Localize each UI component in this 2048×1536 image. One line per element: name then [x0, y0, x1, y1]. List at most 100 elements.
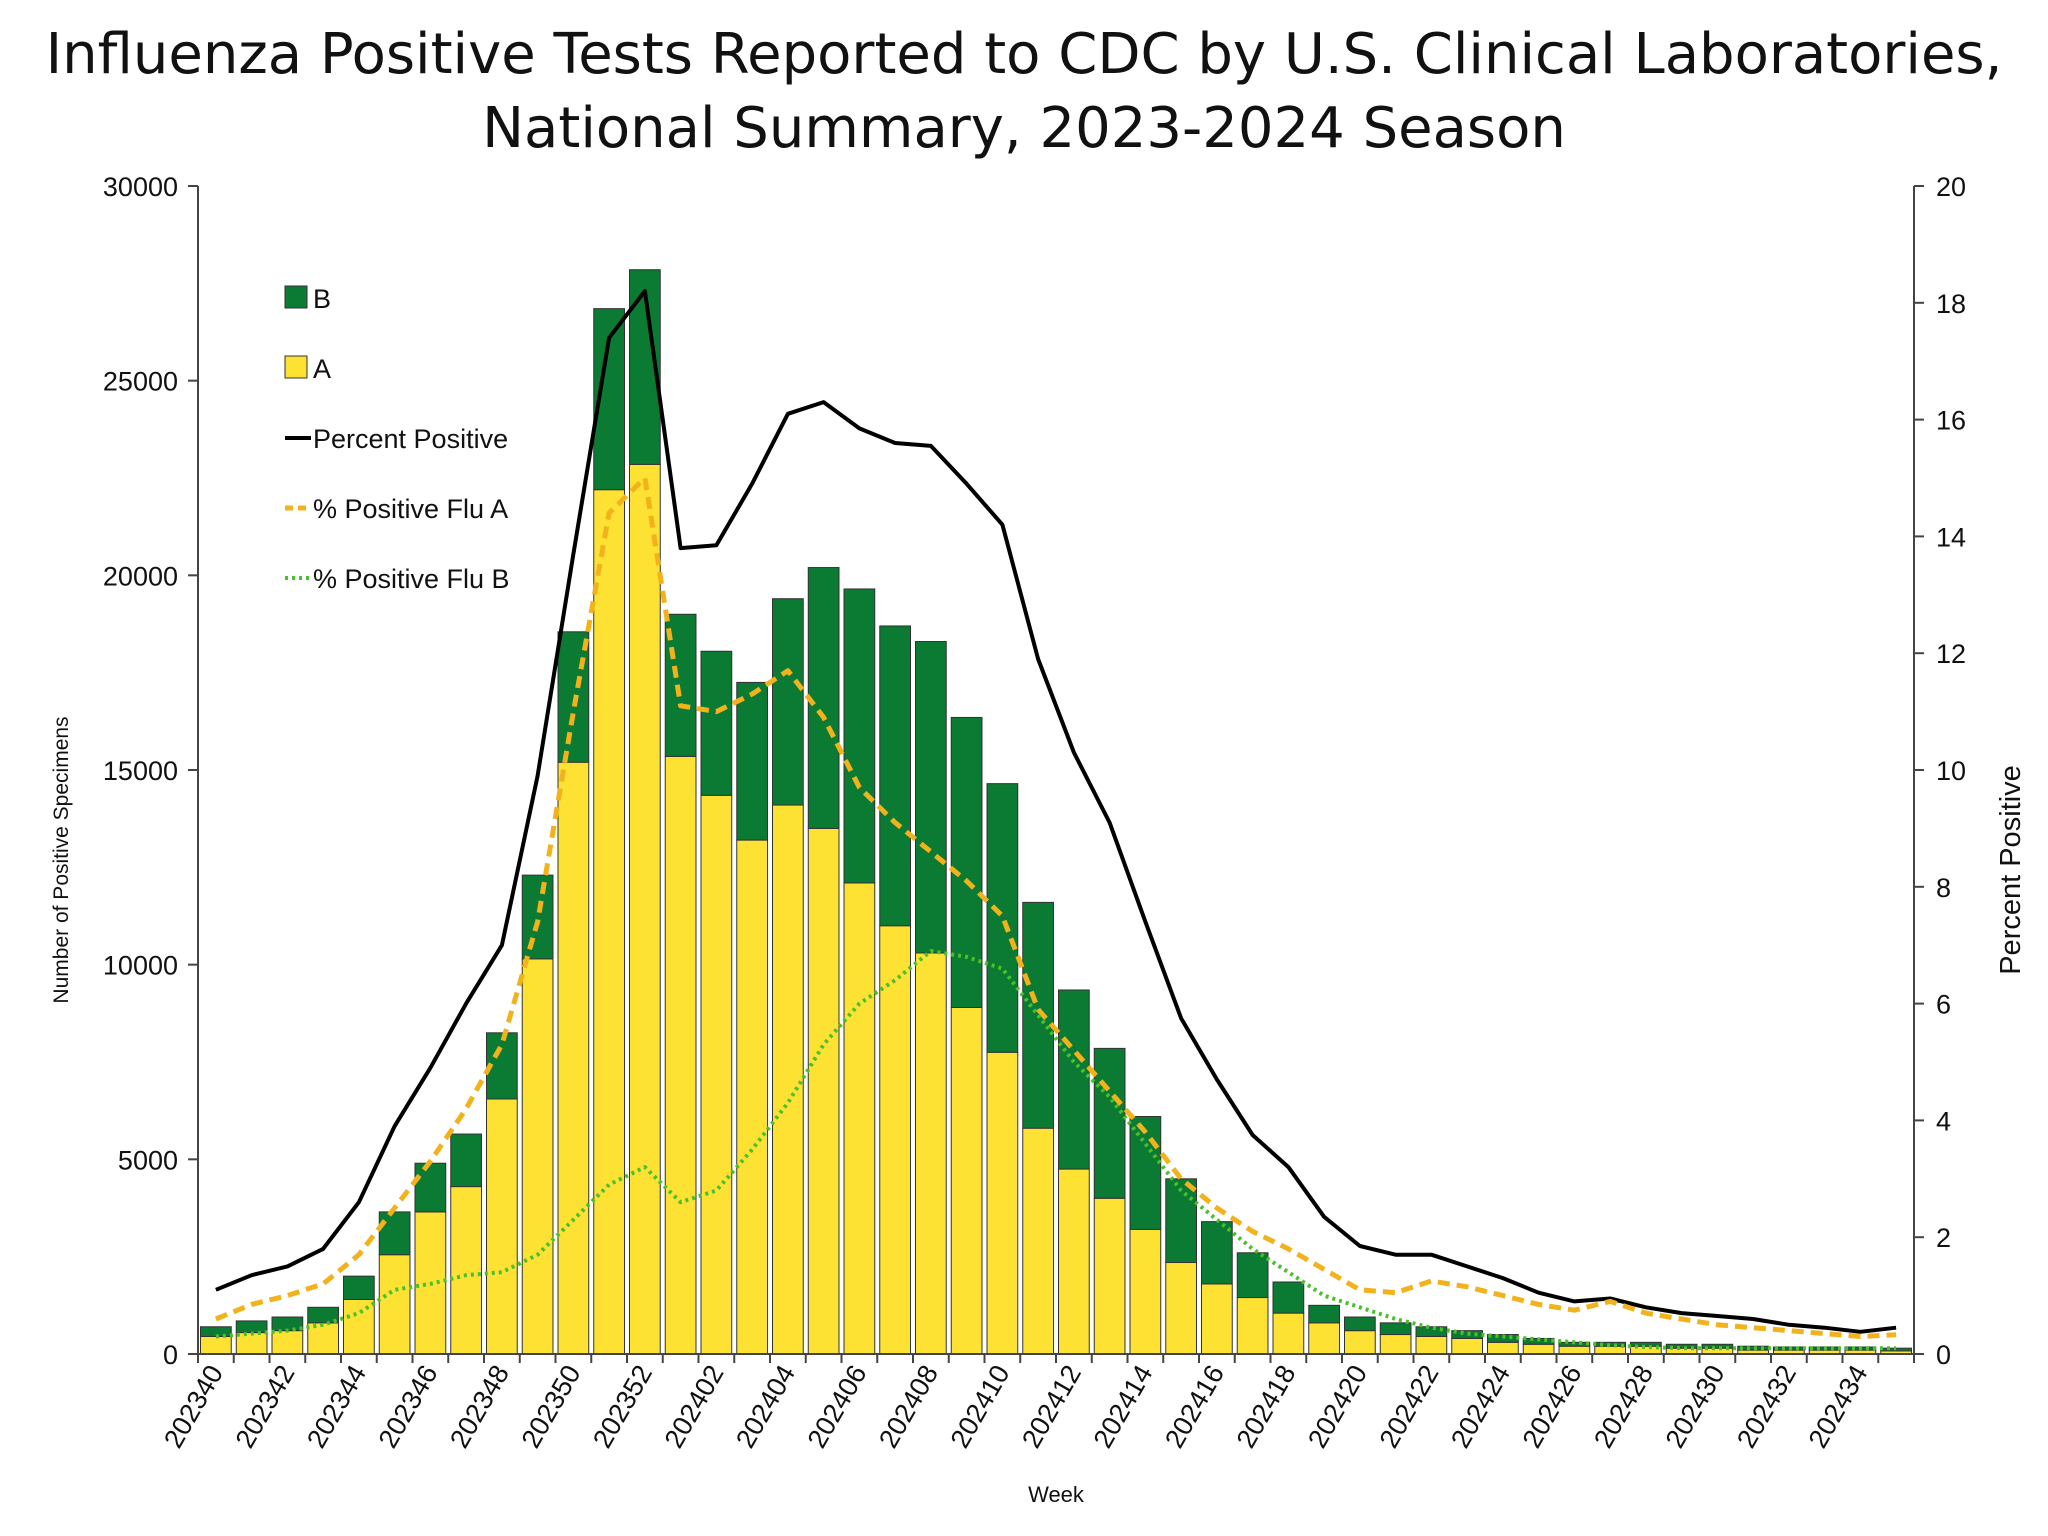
x-tick-label: 202416: [1159, 1360, 1230, 1453]
bar-a-202410: [986, 1051, 1019, 1355]
y-right-tick-label: 10: [1936, 756, 1966, 786]
bar-b-202414: [1129, 1116, 1162, 1230]
bar-b-202432: [1773, 1346, 1805, 1351]
y-left-tick-label: 10000: [103, 951, 178, 981]
bar-b-202343: [307, 1306, 339, 1324]
bar-a-202417: [1236, 1297, 1269, 1355]
y-right-tick-label: 14: [1936, 522, 1966, 552]
y-axis-left-title: Number of Positive Specimens: [50, 716, 73, 1003]
bar-a-202409: [950, 1006, 983, 1355]
bar-b-202408: [915, 641, 947, 954]
bar-a-202421: [1379, 1334, 1412, 1355]
line-pct-flu-a: [214, 475, 1897, 1339]
bar-b-202435: [1880, 1347, 1912, 1352]
y-right-tick-label: 20: [1936, 172, 1966, 202]
x-tick-label: 202352: [587, 1360, 658, 1453]
line-percent-positive: [215, 289, 1897, 1334]
legend-label-b: B: [313, 284, 331, 314]
bar-b-202427: [1594, 1341, 1626, 1347]
bar-a-202415: [1165, 1262, 1197, 1355]
bar-a-202414: [1129, 1228, 1162, 1355]
y-right-tick-label: 4: [1936, 1106, 1951, 1136]
bar-a-202349: [521, 958, 554, 1355]
bar-a-202407: [879, 925, 911, 1355]
y-left-tick-label: 30000: [103, 172, 178, 202]
bar-a-202347: [450, 1186, 482, 1355]
bar-a-202412: [1058, 1168, 1090, 1355]
legend-swatch-b: [284, 285, 308, 309]
y-axis-right-title: Percent Positive: [1995, 765, 2027, 975]
bar-a-202406: [843, 882, 876, 1355]
x-tick-label: 202408: [873, 1360, 944, 1453]
legend-label-percent-positive: Percent Positive: [313, 424, 508, 454]
legend: B A Percent Positive % Positive Flu A % Posi…: [284, 284, 510, 594]
bar-b-202350: [557, 631, 590, 763]
bar-a-202423: [1451, 1337, 1483, 1355]
lines-layer: [214, 289, 1897, 1351]
bar-b-202413: [1093, 1047, 1126, 1199]
y-right-tick-label: 18: [1936, 289, 1966, 319]
x-tick-label: 202402: [659, 1360, 730, 1453]
bar-b-202418: [1272, 1281, 1305, 1314]
legend-label-pct-flu-a: % Positive Flu A: [313, 494, 508, 524]
bar-a-202404: [772, 804, 804, 1355]
x-tick-label: 202430: [1660, 1360, 1731, 1453]
bar-a-202411: [1022, 1127, 1054, 1355]
bar-b-202430: [1701, 1343, 1734, 1349]
x-tick-label: 202428: [1588, 1360, 1659, 1453]
bar-b-202340: [200, 1326, 232, 1337]
x-tick-label: 202350: [516, 1360, 587, 1453]
bar-b-202347: [450, 1133, 482, 1188]
y-left-tick-label: 0: [163, 1340, 178, 1370]
x-tick-label: 202346: [373, 1360, 444, 1453]
bar-b-202341: [235, 1320, 268, 1334]
bar-a-202408: [915, 952, 947, 1355]
bar-a-202413: [1093, 1197, 1126, 1355]
bar-b-202403: [736, 681, 768, 841]
bar-b-202407: [879, 625, 911, 927]
y-right-tick-label: 16: [1936, 406, 1966, 436]
bar-b-202409: [950, 716, 983, 1008]
line-pct-flu-b: [215, 949, 1897, 1351]
x-tick-label: 202420: [1302, 1360, 1373, 1453]
legend-label-pct-flu-b: % Positive Flu B: [313, 564, 510, 594]
bar-a-202350: [557, 761, 590, 1355]
x-axis-title: Week: [1028, 1482, 1085, 1507]
bar-a-202405: [807, 827, 840, 1355]
bar-b-202406: [843, 588, 876, 884]
x-tick-label: 202434: [1803, 1360, 1874, 1453]
x-tick-label: 202432: [1731, 1360, 1802, 1453]
bar-a-202402: [700, 794, 733, 1355]
bar-a-202343: [307, 1322, 339, 1355]
chart-title-line1: Influenza Positive Tests Reported to CDC…: [45, 22, 2003, 87]
bar-b-202402: [700, 650, 733, 796]
y-right-tick-label: 6: [1936, 990, 1951, 1020]
bar-a-202418: [1272, 1312, 1305, 1355]
bar-a-202424: [1487, 1341, 1519, 1355]
bar-b-202416: [1201, 1221, 1233, 1285]
bar-a-202416: [1201, 1283, 1233, 1355]
bar-b-202410: [986, 783, 1019, 1053]
bar-b-202405: [807, 567, 840, 829]
x-tick-label: 202342: [230, 1360, 301, 1453]
bar-a-202352: [629, 463, 661, 1355]
bar-b-202420: [1344, 1316, 1376, 1332]
bar-a-202426: [1558, 1345, 1591, 1355]
x-tick-label: 202410: [945, 1360, 1016, 1453]
x-tick-label: 202340: [158, 1360, 229, 1453]
bar-a-202340: [200, 1335, 232, 1355]
y-left-tick-label: 15000: [103, 756, 178, 786]
y-left-tick-label: 20000: [103, 561, 178, 591]
bar-a-202427: [1594, 1345, 1626, 1355]
legend-swatch-a: [284, 355, 308, 379]
legend-label-a: A: [313, 354, 331, 384]
bar-a-202420: [1344, 1330, 1376, 1355]
x-tick-label: 202348: [444, 1360, 515, 1453]
bar-a-202348: [486, 1098, 518, 1355]
bar-b-202345: [378, 1211, 411, 1256]
x-tick-label: 202424: [1445, 1360, 1516, 1453]
bar-a-202341: [235, 1332, 268, 1355]
x-tick-label: 202422: [1374, 1360, 1445, 1453]
bar-b-202404: [772, 598, 804, 806]
